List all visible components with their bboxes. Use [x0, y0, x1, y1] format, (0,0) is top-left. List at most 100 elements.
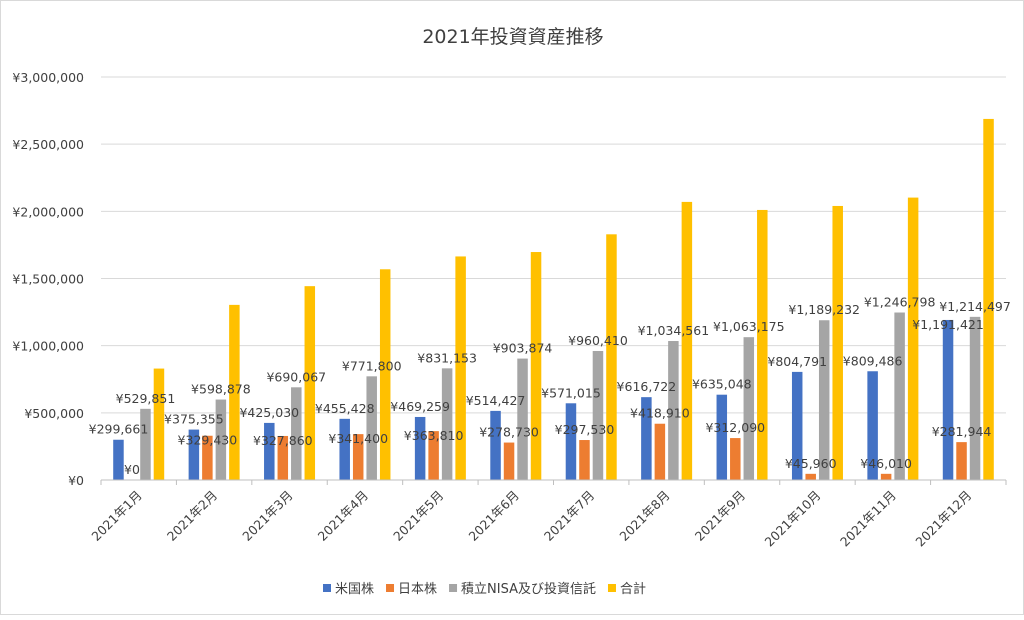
y-tick-label: ¥0: [68, 473, 84, 488]
bar: [264, 422, 275, 480]
bar: [503, 442, 515, 480]
data-label: ¥571,015: [541, 385, 601, 400]
bar: [565, 403, 577, 480]
bar: [530, 252, 542, 480]
x-tick-label: 2021年7月: [541, 488, 597, 544]
bar: [969, 316, 981, 480]
data-label: ¥809,486: [843, 353, 903, 368]
bar: [153, 368, 165, 480]
y-tick-label: ¥2,000,000: [12, 204, 84, 219]
x-tick-label: 2021年3月: [239, 488, 295, 544]
x-tick-label: 2021年6月: [466, 488, 522, 544]
data-label: ¥1,246,798: [864, 295, 936, 310]
bar: [414, 416, 426, 480]
data-label: ¥616,722: [617, 379, 677, 394]
bar: [894, 312, 905, 480]
bar: [352, 434, 364, 480]
bar: [818, 320, 830, 480]
legend-swatch: [323, 584, 331, 592]
bar: [428, 431, 439, 480]
bar: [304, 286, 316, 480]
bar: [113, 439, 124, 480]
data-label: ¥329,430: [178, 433, 238, 448]
data-label: ¥45,960: [785, 456, 837, 471]
data-label: ¥375,355: [164, 412, 224, 427]
bar: [832, 205, 843, 480]
y-tick-label: ¥2,500,000: [12, 137, 84, 152]
bar: [942, 319, 954, 480]
legend-label: 合計: [620, 581, 646, 597]
y-tick-label: ¥3,000,000: [12, 70, 84, 85]
data-label: ¥1,214,497: [939, 299, 1011, 314]
x-tick-label: 2021年4月: [315, 488, 371, 544]
bar: [592, 350, 604, 480]
bar: [716, 394, 728, 480]
bar: [455, 256, 466, 480]
x-tick-label: 2021年10月: [762, 488, 824, 550]
x-tick-label: 2021年5月: [390, 488, 446, 544]
data-label: ¥1,034,561: [638, 323, 710, 338]
bar: [668, 341, 679, 480]
data-label: ¥804,791: [767, 354, 827, 369]
bar: [805, 473, 816, 480]
data-label: ¥46,010: [860, 456, 912, 471]
legend-swatch: [449, 584, 458, 592]
bar: [983, 118, 994, 480]
bar: [517, 358, 528, 480]
data-label: ¥312,090: [705, 420, 765, 435]
bar: [490, 410, 501, 480]
data-label: ¥771,800: [342, 358, 402, 373]
bar: [215, 399, 227, 480]
legend-swatch: [607, 584, 616, 592]
bar: [277, 435, 289, 480]
data-label: ¥690,067: [266, 369, 326, 384]
legend-swatch: [386, 584, 395, 592]
data-label: ¥1,191,421: [912, 317, 984, 332]
data-label: ¥281,944: [932, 424, 992, 439]
data-label: ¥327,860: [253, 433, 313, 448]
data-label: ¥299,661: [89, 422, 149, 437]
data-label: ¥455,428: [315, 401, 375, 416]
x-axis: 2021年1月 2021年2月 2021年3月 2021年4月 2021年5月 2021年…: [88, 479, 1007, 550]
x-tick-label: 2021年1月: [88, 488, 144, 544]
data-label: ¥425,030: [239, 405, 299, 420]
data-label: ¥529,851: [116, 391, 176, 406]
bar: [791, 371, 803, 480]
data-label: ¥960,410: [568, 333, 628, 348]
data-label: ¥1,189,232: [788, 302, 860, 317]
bar: [757, 209, 768, 481]
data-label: ¥903,874: [493, 341, 553, 356]
x-tick-label: 2021年12月: [912, 488, 974, 550]
data-label: ¥363,810: [404, 428, 464, 443]
x-tick-label: 2021年9月: [692, 488, 748, 544]
legend: 米国株 日本株 積立NISA及び投資信託 合計: [323, 581, 646, 597]
y-tick-label: ¥500,000: [24, 406, 84, 421]
data-label: ¥514,427: [466, 393, 526, 408]
chart-title: 2021年投資資産推移: [422, 26, 603, 48]
bar: [366, 376, 377, 480]
data-label: ¥0: [124, 462, 140, 477]
bar: [140, 408, 151, 480]
data-label: ¥831,153: [417, 350, 477, 365]
data-label: ¥469,259: [390, 399, 450, 414]
bar: [907, 197, 919, 480]
bars: [113, 118, 994, 481]
bar: [867, 371, 878, 480]
y-axis-tick-labels: ¥0 ¥500,000 ¥1,000,000 ¥1,500,000 ¥2,000,000…: [12, 70, 84, 488]
legend-label: 積立NISA及び投資信託: [461, 581, 596, 597]
x-tick-label: 2021年11月: [837, 488, 899, 550]
x-tick-label: 2021年2月: [164, 488, 220, 544]
y-tick-label: ¥1,000,000: [12, 339, 84, 354]
data-label: ¥598,878: [191, 382, 251, 397]
gridlines: [101, 76, 1006, 414]
data-labels: ¥1,246,798 ¥1,214,497 ¥1,191,421 ¥1,189,232…: [89, 295, 1011, 477]
bar: [579, 440, 590, 480]
bar: [730, 438, 741, 480]
bar: [188, 429, 200, 480]
data-label: ¥635,048: [692, 377, 752, 392]
x-tick-label: 2021年8月: [616, 488, 672, 544]
bar: [441, 368, 453, 480]
bar: [606, 234, 617, 480]
